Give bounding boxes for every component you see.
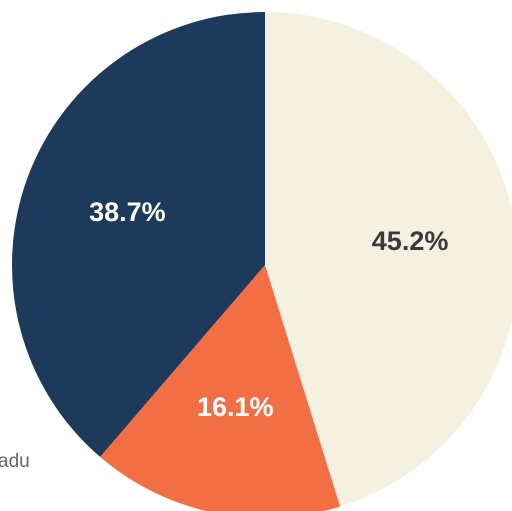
slice-label: 45.2% [372, 226, 449, 256]
pie-slice [265, 12, 512, 507]
pie-slice [100, 265, 341, 511]
slice-label: 16.1% [197, 392, 274, 422]
pie-slice [11, 12, 265, 457]
slice-label: 38.7% [89, 197, 166, 227]
annotation: adu [0, 451, 30, 472]
